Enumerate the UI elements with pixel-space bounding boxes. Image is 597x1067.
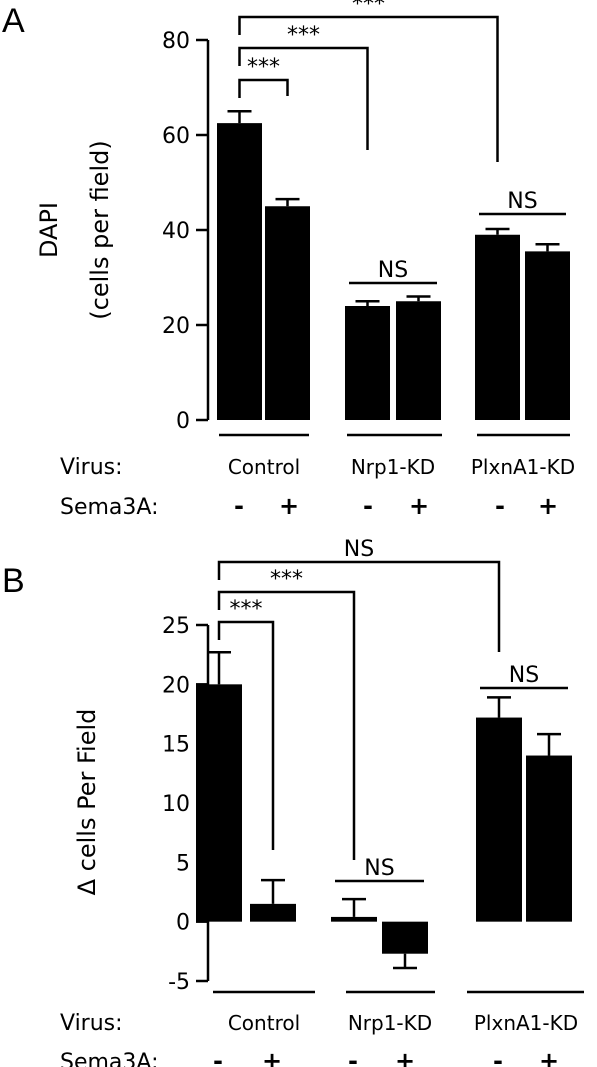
- sema3a-sign: +: [279, 492, 299, 520]
- sema3a-sign: -: [213, 1047, 223, 1067]
- significance-label: NS: [378, 258, 408, 283]
- group-label: Control: [228, 455, 300, 479]
- group-label: Control: [228, 1011, 300, 1035]
- sema3a-sign: +: [395, 1047, 415, 1067]
- sema3a-sign: -: [495, 492, 505, 520]
- significance-label: NS: [364, 856, 394, 881]
- panel-b: B -5 0 5 10 15 20 25 Δ cells Per Field *** *** NS NS…: [2, 537, 584, 1067]
- y-tick-label: 25: [162, 614, 190, 639]
- sema3a-sign: +: [538, 492, 558, 520]
- significance-label: ***: [287, 23, 320, 48]
- bar: [331, 916, 377, 922]
- bar: [396, 301, 441, 420]
- sema3a-sign: -: [363, 492, 373, 520]
- virus-row-label: Virus:: [60, 1011, 123, 1036]
- y-tick-label: 60: [162, 124, 190, 149]
- y-axis-label: DAPI: [35, 202, 63, 258]
- sema3a-sign: +: [539, 1047, 559, 1067]
- bar: [476, 717, 522, 922]
- significance-bracket: [217, 560, 501, 652]
- significance-label: NS: [507, 189, 537, 214]
- sema3a-row-label: Sema3A:: [60, 495, 158, 520]
- sema3a-sign: +: [409, 492, 429, 520]
- y-tick-label: 0: [176, 409, 190, 434]
- sema3a-sign: +: [262, 1047, 282, 1067]
- y-tick-label: 40: [162, 219, 190, 244]
- sema3a-sign: -: [234, 492, 244, 520]
- y-tick-label: 15: [162, 733, 190, 758]
- significance-bracket: [238, 78, 289, 98]
- group-label: PlxnA1-KD: [471, 455, 575, 479]
- group-label: Nrp1-KD: [351, 455, 435, 479]
- y-tick-label: 80: [162, 29, 190, 54]
- significance-label: ***: [270, 567, 303, 592]
- bar: [526, 755, 572, 922]
- y-tick-label: 20: [162, 314, 190, 339]
- significance-bracket: [238, 46, 369, 150]
- sema3a-sign: -: [348, 1047, 358, 1067]
- bar: [250, 903, 296, 922]
- significance-bracket: [217, 590, 356, 860]
- significance-label: ***: [230, 597, 263, 622]
- sema3a-row-label: Sema3A:: [60, 1050, 158, 1067]
- significance-label: ***: [247, 55, 280, 80]
- y-tick-label: 0: [176, 911, 190, 936]
- y-tick-label: 20: [162, 673, 190, 698]
- bar: [382, 921, 428, 954]
- bar: [345, 306, 390, 420]
- significance-bracket: [217, 620, 275, 850]
- y-tick-label: 5: [176, 851, 190, 876]
- group-label: PlxnA1-KD: [474, 1011, 578, 1035]
- panel-letter: B: [2, 562, 25, 600]
- bar: [475, 234, 520, 420]
- bar: [217, 123, 262, 420]
- y-tick-label: 10: [162, 792, 190, 817]
- significance-label: ***: [352, 0, 385, 17]
- significance-label: NS: [344, 537, 374, 562]
- y-axis-label-line2: (cells per field): [86, 140, 114, 319]
- bar: [525, 251, 570, 420]
- bar: [265, 206, 310, 420]
- y-axis-label: Δ cells Per Field: [73, 709, 101, 896]
- sema3a-sign: -: [493, 1047, 503, 1067]
- group-label: Nrp1-KD: [348, 1011, 432, 1035]
- significance-label: NS: [509, 663, 539, 688]
- bar: [196, 684, 242, 922]
- panel-a: A 0 20 40 60 80 DAPI (cells per field) *** *** ***…: [2, 0, 575, 520]
- virus-row-label: Virus:: [60, 455, 123, 480]
- y-tick-label: -5: [168, 970, 190, 995]
- significance-bracket: [238, 15, 499, 162]
- panel-letter: A: [2, 2, 25, 40]
